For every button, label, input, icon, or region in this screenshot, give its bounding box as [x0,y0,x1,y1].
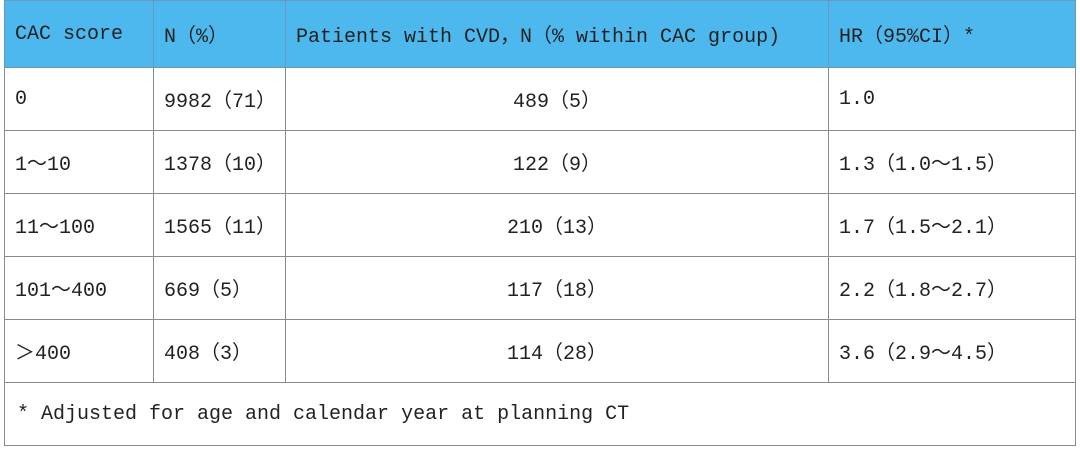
table-cell: 101～400 [4,256,154,320]
table-cell: 0 [4,67,154,131]
footnote: * Adjusted for age and calendar year at … [4,382,1076,446]
header-cell: CAC score [4,0,154,68]
table-cell: 114（28） [285,319,829,383]
table-row: 11～100 1565（11） 210（13） 1.7（1.5～2.1） [4,193,1076,257]
data-table: CAC score N（%） Patients with CVD，N（% withi… [4,0,1076,446]
table-cell: ＞400 [4,319,154,383]
table-cell: 669（5） [153,256,286,320]
table-cell: 1.7（1.5～2.1） [828,193,1076,257]
header-cell: HR（95%CI）* [828,0,1076,68]
table-cell: 2.2（1.8～2.7） [828,256,1076,320]
table-body: 0 9982（71） 489（5） 1.0 1～10 1378（10） 122（9） 1.3（… [4,67,1076,446]
table-cell: 9982（71） [153,67,286,131]
table-cell: 489（5） [285,67,829,131]
table-cell: 11～100 [4,193,154,257]
footnote-row: * Adjusted for age and calendar year at … [4,382,1076,446]
table-cell: 3.6（2.9～4.5） [828,319,1076,383]
table-cell: 122（9） [285,130,829,194]
table-cell: 210（13） [285,193,829,257]
header-cell: Patients with CVD，N（% within CAC group) [285,0,829,68]
header-row: CAC score N（%） Patients with CVD，N（% withi… [4,0,1076,68]
table-cell: 1.0 [828,67,1076,131]
table-row: ＞400 408（3） 114（28） 3.6（2.9～4.5） [4,319,1076,383]
table-cell: 408（3） [153,319,286,383]
table-cell: 117（18） [285,256,829,320]
table-cell: 1565（11） [153,193,286,257]
table-row: 0 9982（71） 489（5） 1.0 [4,67,1076,131]
table-row: 1～10 1378（10） 122（9） 1.3（1.0～1.5） [4,130,1076,194]
table-cell: 1～10 [4,130,154,194]
table-cell: 1.3（1.0～1.5） [828,130,1076,194]
header-cell: N（%） [153,0,286,68]
table-row: 101～400 669（5） 117（18） 2.2（1.8～2.7） [4,256,1076,320]
table-cell: 1378（10） [153,130,286,194]
